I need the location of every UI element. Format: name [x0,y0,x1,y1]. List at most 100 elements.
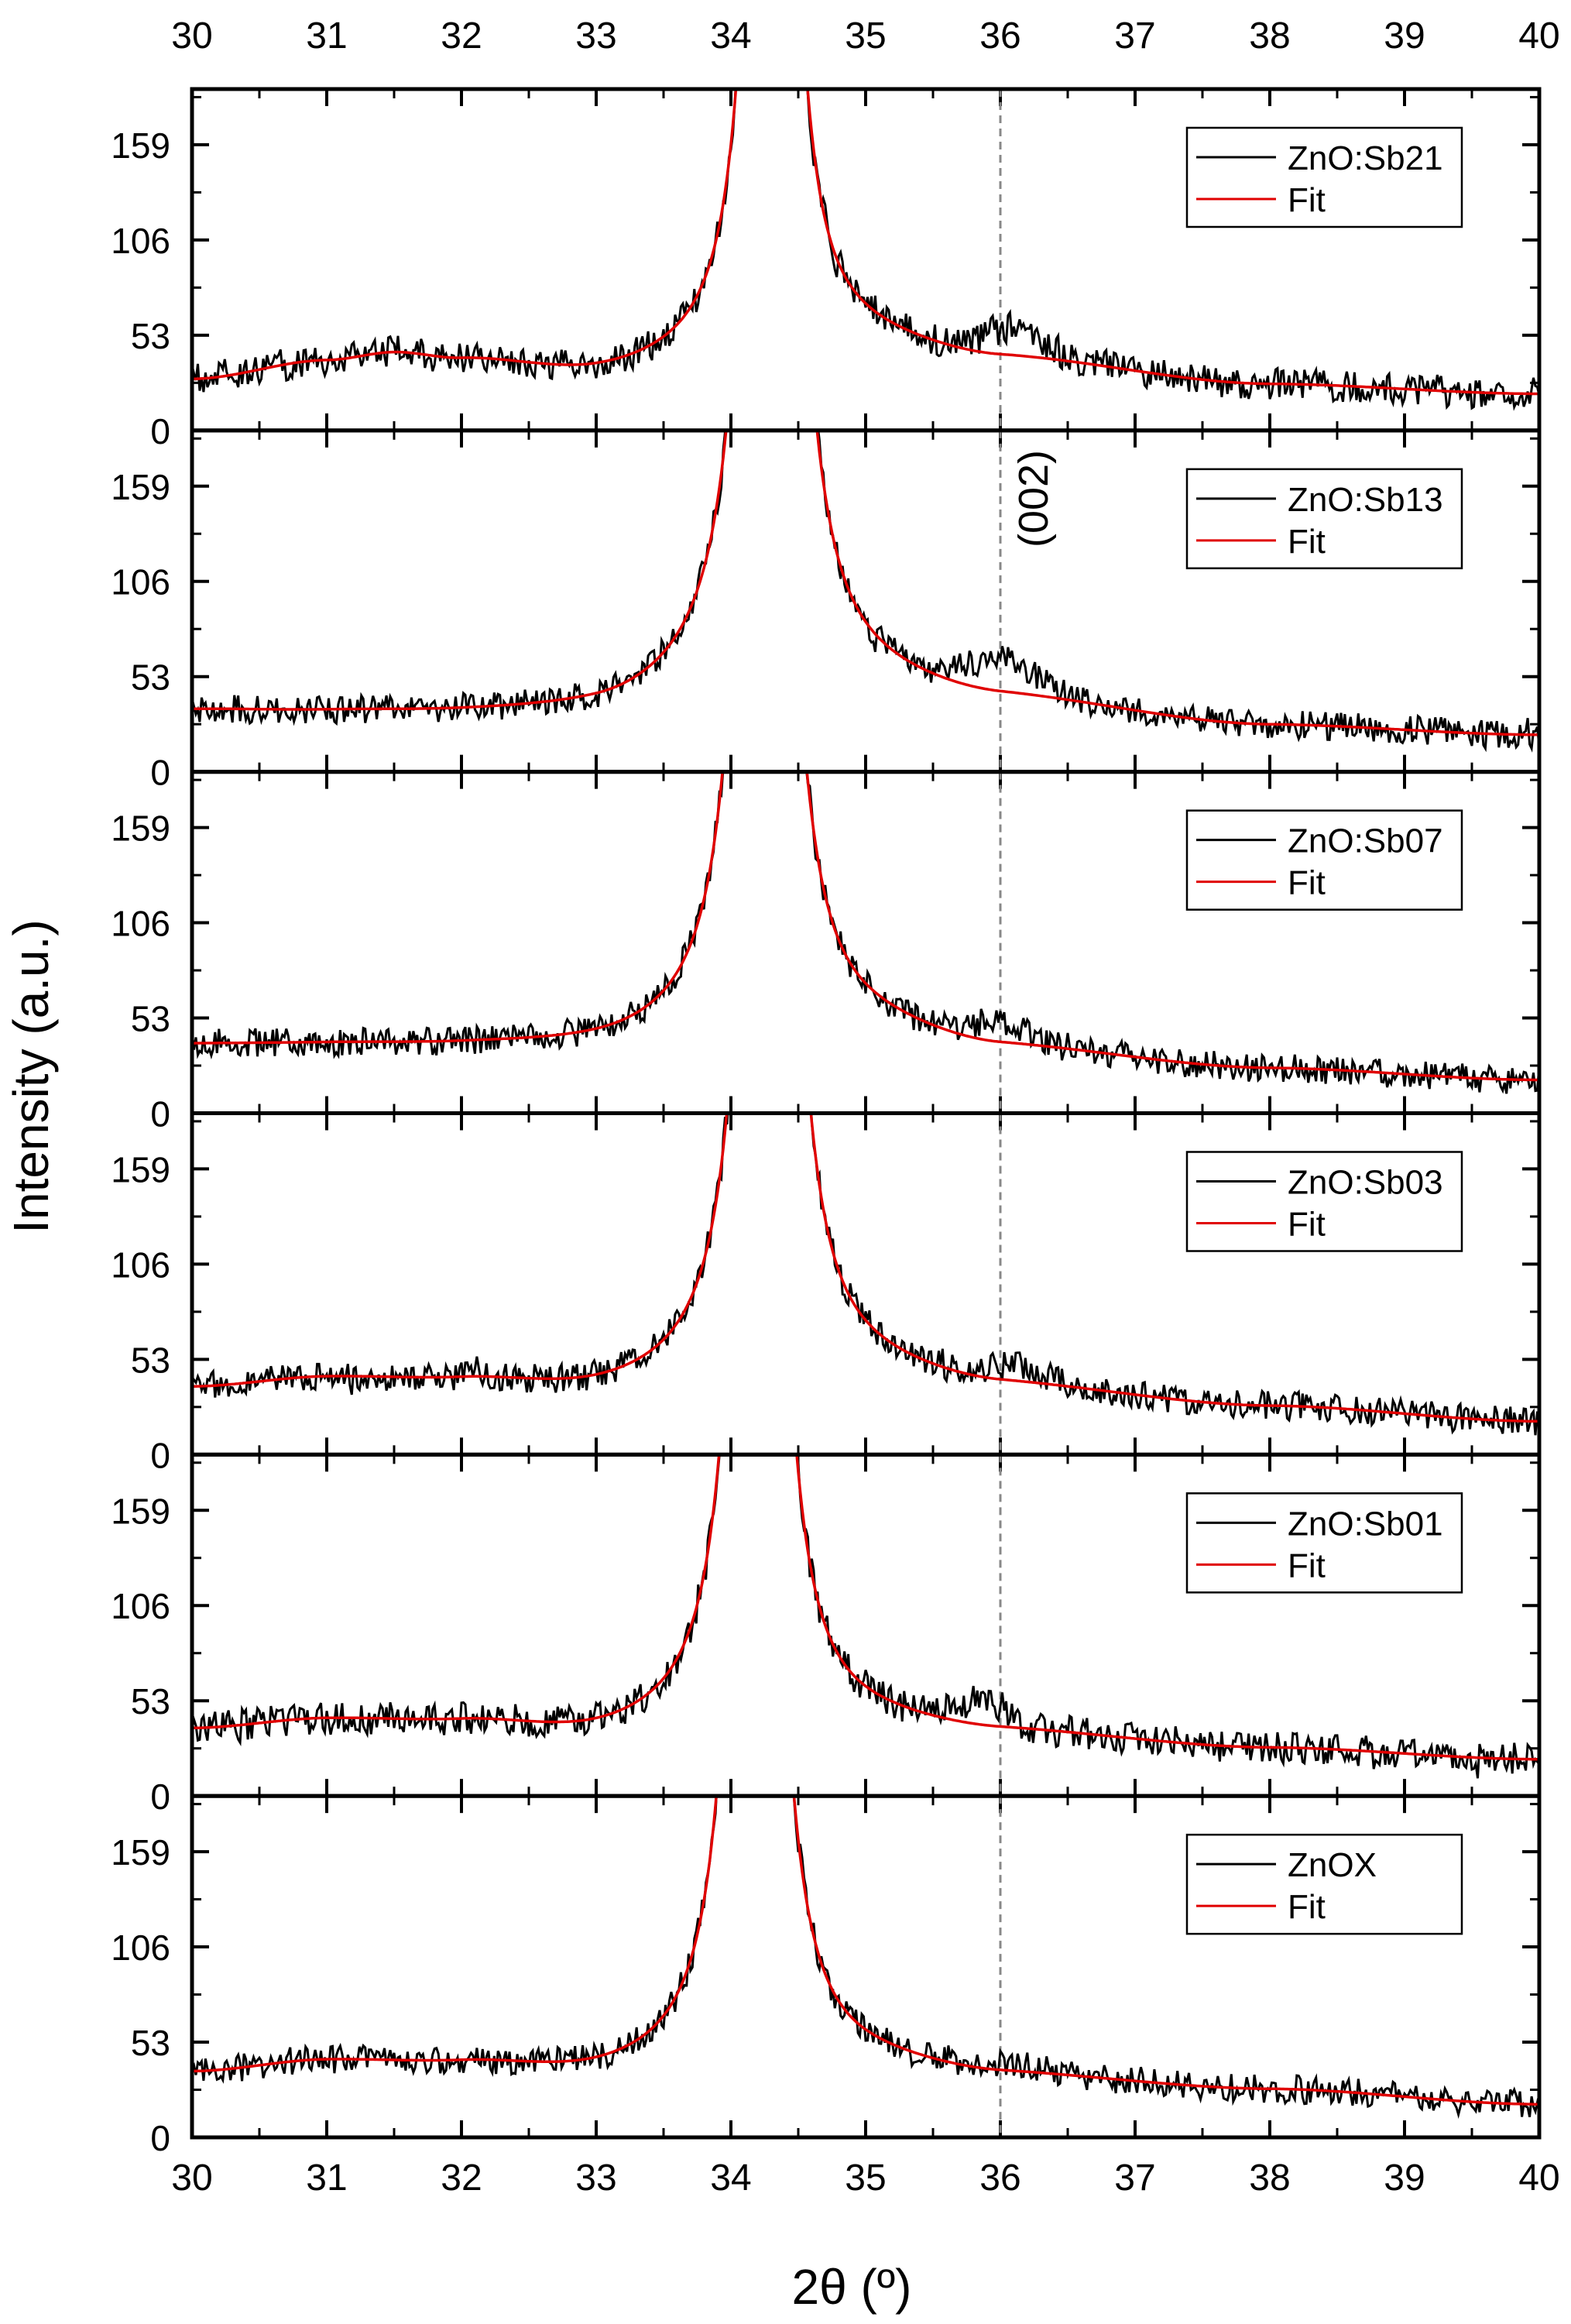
x-tick-label-bottom: 40 [1518,2158,1559,2199]
legend-fit-label: Fit [1288,1888,1326,1926]
y-tick-label: 106 [111,1244,170,1285]
data-series-line [192,430,1539,753]
y-tick-label: 0 [150,1435,170,1475]
legend-fit-label: Fit [1288,1546,1326,1584]
x-axis-bottom: 30 31 32 33 34 35 36 37 38 39 40 [171,2158,1559,2199]
y-tick-label: 159 [111,1832,170,1873]
y-tick-label: 0 [150,2118,170,2158]
legend-data-label: ZnO:Sb01 [1288,1505,1443,1543]
x-tick-label-top: 31 [306,15,347,57]
y-tick-label: 159 [111,467,170,507]
x-tick-label-top: 38 [1249,15,1290,57]
legend-fit-label: Fit [1288,1206,1326,1244]
data-series-line [192,771,1539,1094]
x-tick-label-bottom: 34 [710,2158,751,2199]
panel-1: 0 53 106 159 ZnO:Sb21 Fit [111,87,1542,451]
series-group [192,1796,1539,2120]
chart-panels: 0 53 106 159 ZnO:Sb21 Fit 0 53 106 159 ZnO:Sb13 Fit… [111,87,1542,2158]
legend: ZnO:Sb13 Fit [1185,468,1463,570]
panel-frame [190,1794,1542,2140]
series-group [192,771,1539,1094]
x-tick-label-bottom: 38 [1249,2158,1290,2199]
x-tick-label-bottom: 32 [441,2158,482,2199]
y-tick-label: 159 [111,125,170,166]
y-tick-label: 106 [111,904,170,944]
fit-series-line [192,1796,1539,2106]
y-tick-label: 106 [111,562,170,602]
y-tick-label: 53 [131,2023,170,2063]
panel-6: 0 53 106 159 ZnOX Fit [111,1794,1542,2158]
legend-fit-label: Fit [1288,523,1326,561]
y-tick-label: 53 [131,1340,170,1380]
x-tick-label-top: 34 [710,15,751,57]
y-tick-label: 53 [131,999,170,1039]
panel-3: 0 53 106 159 ZnO:Sb07 Fit [111,770,1542,1135]
legend: ZnO:Sb03 Fit [1185,1151,1463,1252]
x-tick-label-top: 33 [575,15,616,57]
y-tick-label: 106 [111,1928,170,1968]
x-tick-label-bottom: 39 [1384,2158,1425,2199]
legend-fit-label: Fit [1288,181,1326,219]
x-tick-label-top: 37 [1114,15,1155,57]
x-tick-label-top: 35 [845,15,886,57]
legend-box [1185,1151,1463,1252]
x-tick-label-bottom: 37 [1114,2158,1155,2199]
panel-2: 0 53 106 159 ZnO:Sb13 Fit (002) [111,428,1542,793]
y-tick-label: 0 [150,1776,170,1817]
y-tick-label: 0 [150,753,170,793]
legend-fit-label: Fit [1288,864,1326,902]
data-series-line [192,89,1539,411]
y-tick-label: 0 [150,411,170,451]
legend-data-label: ZnO:Sb21 [1288,139,1443,177]
y-tick-label: 53 [131,657,170,698]
fit-series-line [192,1454,1539,1761]
y-tick-label: 159 [111,1491,170,1531]
y-tick-label: 53 [131,316,170,356]
y-tick-label: 159 [111,1149,170,1189]
y-tick-label: 53 [131,1681,170,1722]
y-tick-label: 106 [111,1586,170,1626]
legend: ZnOX Fit [1185,1833,1463,1935]
legend-box [1185,1833,1463,1935]
data-series-line [192,1454,1539,1779]
y-tick-label: 106 [111,221,170,261]
legend-data-label: ZnO:Sb03 [1288,1164,1443,1202]
series-group [192,1113,1539,1436]
legend-box [1185,468,1463,570]
y-tick-label: 0 [150,1094,170,1135]
x-tick-label-top: 32 [441,15,482,57]
legend-data-label: ZnOX [1288,1846,1377,1884]
data-series-line [192,1113,1539,1436]
legend: ZnO:Sb21 Fit [1185,126,1463,228]
x-axis-top: 30 31 32 33 34 35 36 37 38 39 40 [171,15,1559,57]
fit-series-line [192,89,1539,396]
x-tick-label-top: 40 [1518,15,1559,57]
legend-box [1185,126,1463,228]
x-tick-label-bottom: 35 [845,2158,886,2199]
peak-annotation: (002) [1010,450,1057,548]
y-tick-label: 159 [111,808,170,849]
series-group [192,89,1539,411]
panel-4: 0 53 106 159 ZnO:Sb03 Fit [111,1111,1542,1475]
x-tick-label-top: 30 [171,15,212,57]
x-tick-label-top: 36 [979,15,1020,57]
series-group [192,1454,1539,1779]
x-tick-label-bottom: 31 [306,2158,347,2199]
legend-box [1185,809,1463,911]
series-group [192,430,1539,753]
data-series-line [192,1796,1539,2120]
fit-series-line [192,771,1539,1082]
x-tick-label-top: 39 [1384,15,1425,57]
legend-data-label: ZnO:Sb07 [1288,822,1443,860]
legend: ZnO:Sb07 Fit [1185,809,1463,911]
x-axis-label: 2θ (º) [792,2259,912,2315]
legend-box [1185,1492,1463,1594]
x-tick-label-bottom: 36 [979,2158,1020,2199]
legend-data-label: ZnO:Sb13 [1288,481,1443,519]
fit-series-line [192,1113,1539,1423]
x-tick-label-bottom: 33 [575,2158,616,2199]
x-tick-label-bottom: 30 [171,2158,212,2199]
